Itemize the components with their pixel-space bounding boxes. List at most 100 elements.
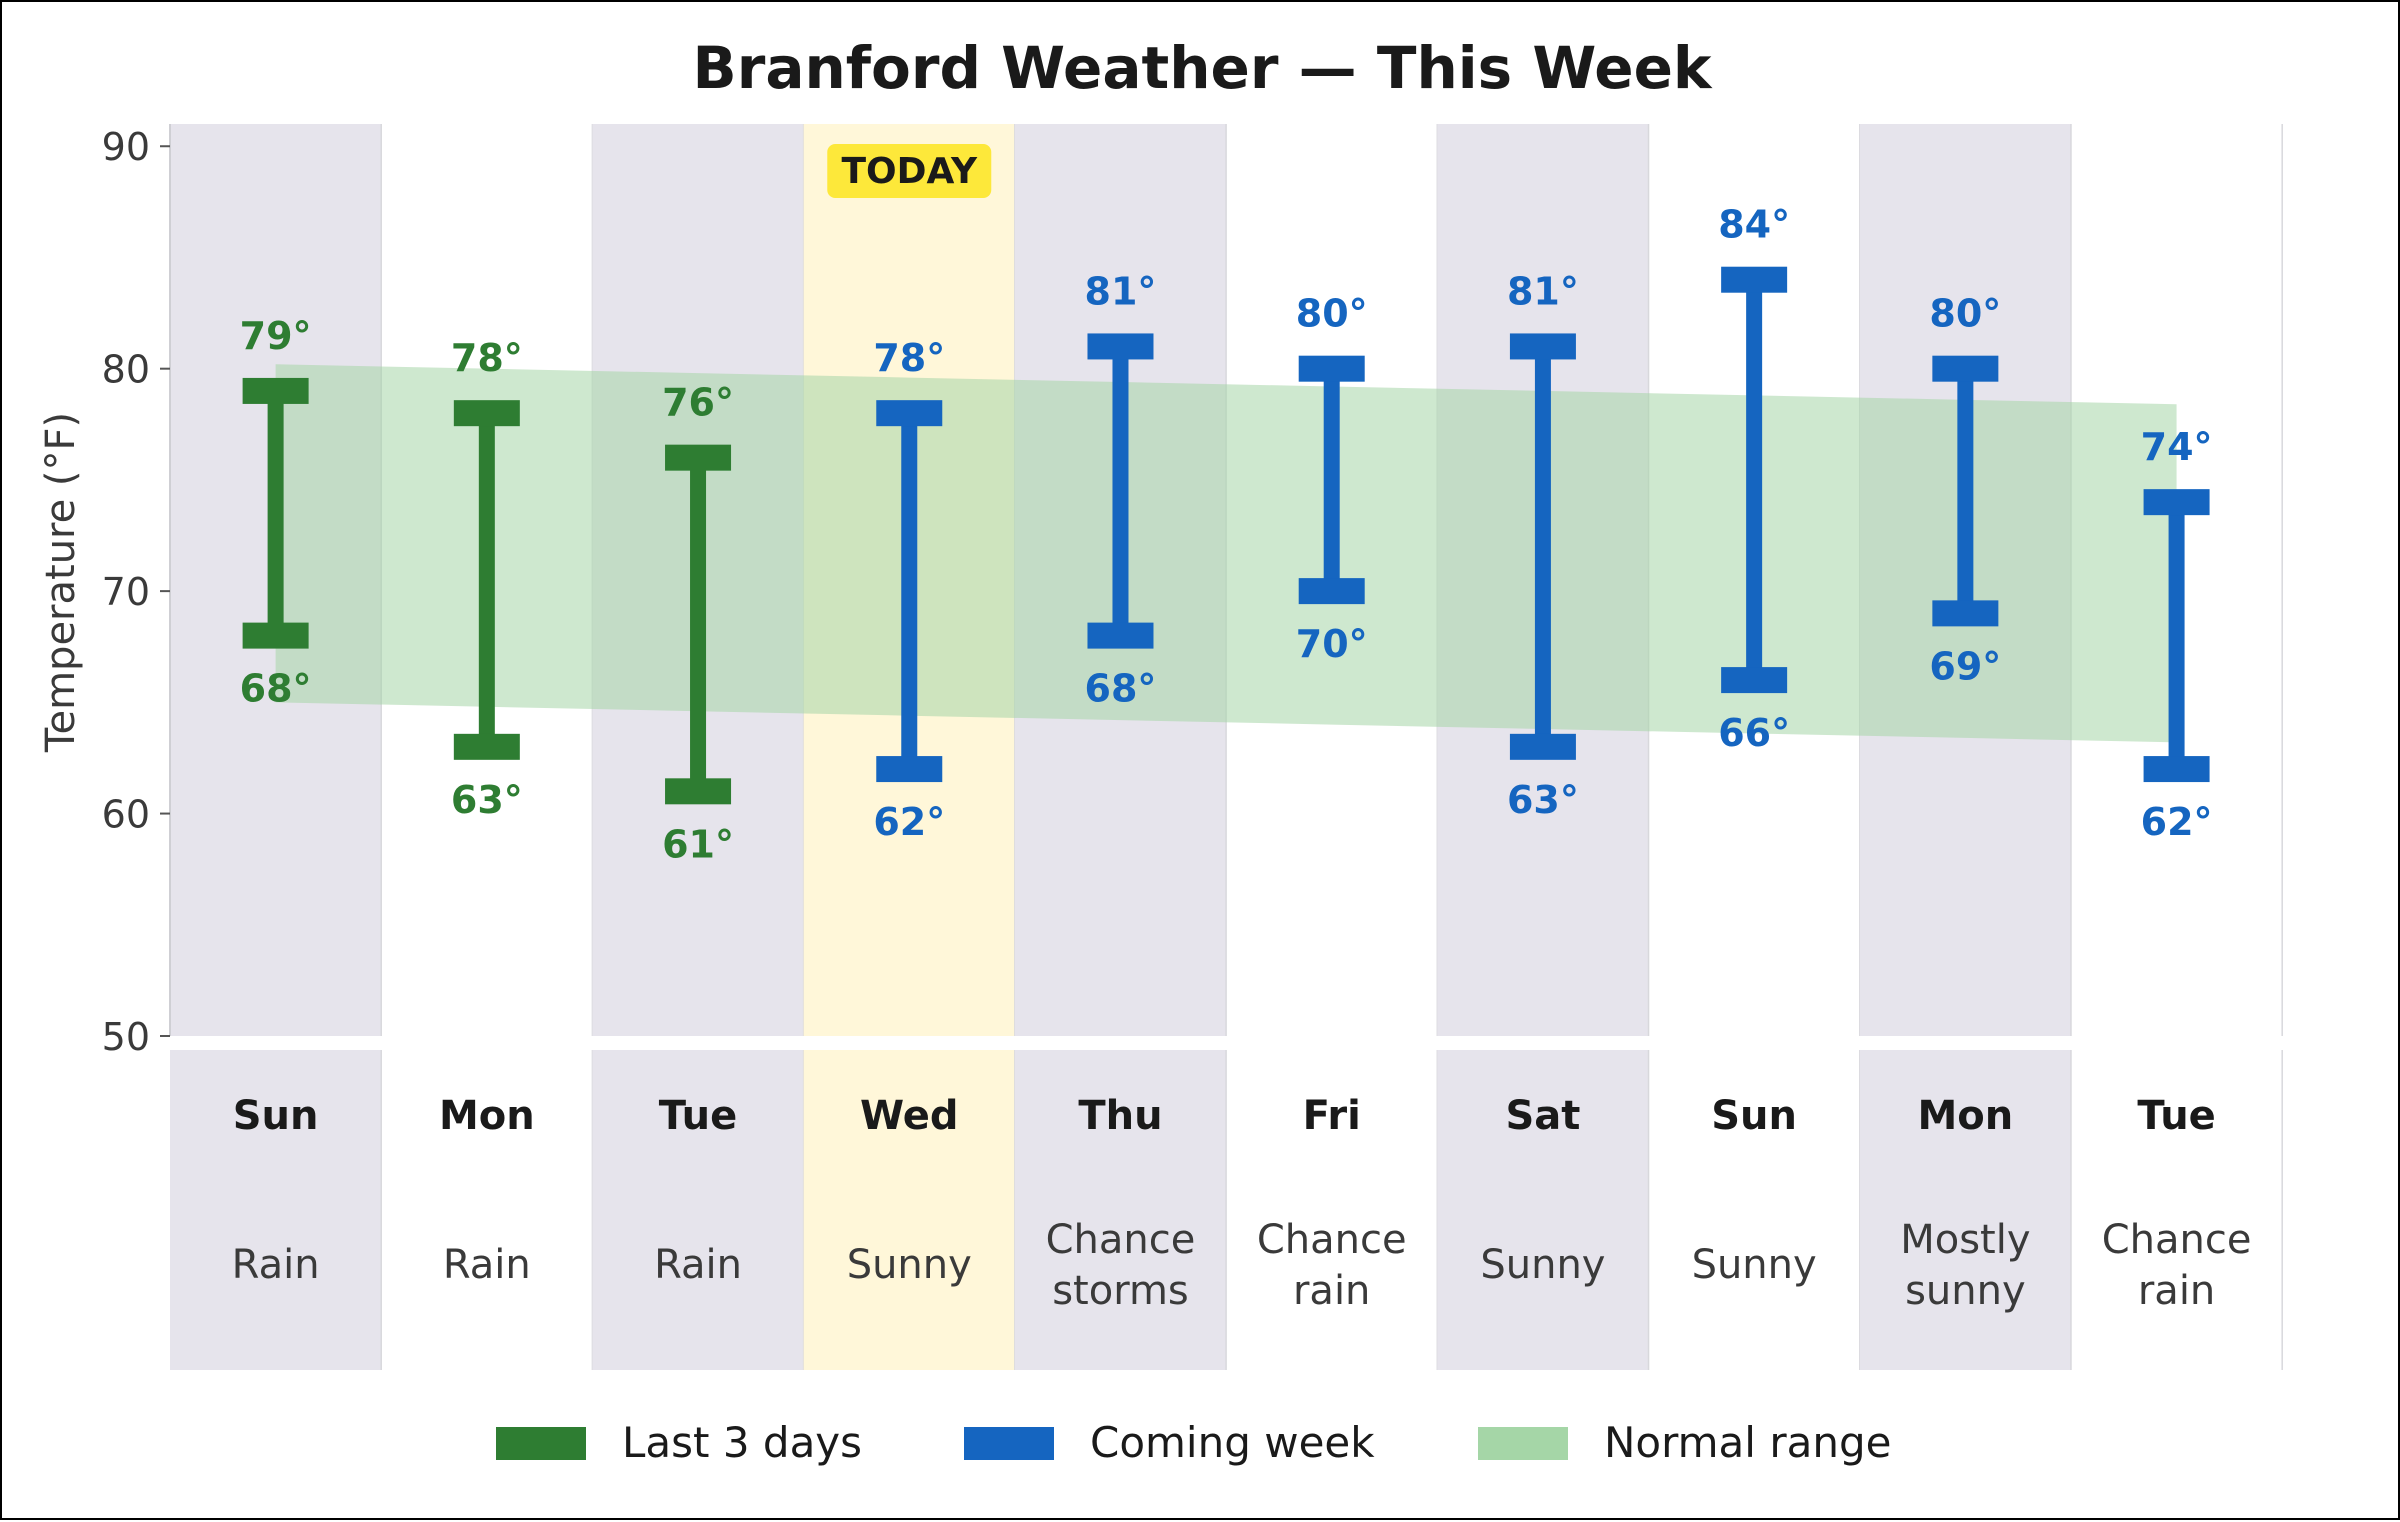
- high-temp-label: 80°: [1929, 292, 2001, 336]
- high-cap: [1298, 355, 1365, 382]
- low-cap: [665, 778, 732, 805]
- day-name: Mon: [1917, 1093, 2013, 1139]
- high-cap: [665, 444, 732, 471]
- low-cap: [2143, 756, 2210, 783]
- high-cap: [1721, 266, 1788, 293]
- high-temp-label: 81°: [1507, 269, 1579, 313]
- temperature-bars: [242, 266, 2210, 805]
- low-temp-label: 70°: [1296, 622, 1368, 666]
- condition-text: Sunny: [847, 1242, 972, 1288]
- low-cap: [876, 756, 943, 783]
- normal-range-area: [275, 364, 2177, 743]
- condition-text: sunny: [1905, 1268, 2026, 1314]
- y-tick-label: 60: [102, 793, 150, 837]
- temp-range-bar: [1323, 368, 1340, 592]
- low-temp-label: 66°: [1718, 711, 1790, 755]
- condition-text: Chance: [2102, 1217, 2252, 1263]
- day-name: Sun: [1711, 1093, 1797, 1139]
- high-temp-label: 81°: [1085, 269, 1157, 313]
- condition-text: rain: [1293, 1268, 1370, 1314]
- day-name: Sun: [233, 1093, 319, 1139]
- low-temp-label: 62°: [873, 800, 945, 844]
- day-name: Sat: [1505, 1093, 1580, 1139]
- y-axis-label: Temperature (°F): [38, 412, 84, 753]
- legend-label: Last 3 days: [622, 1418, 862, 1467]
- temp-range-bar: [1112, 346, 1129, 636]
- low-temp-label: 68°: [240, 667, 312, 711]
- condition-text: storms: [1052, 1268, 1189, 1314]
- high-cap: [2143, 489, 2210, 516]
- condition-text: rain: [2138, 1268, 2215, 1314]
- low-cap: [242, 622, 309, 649]
- low-temp-label: 69°: [1929, 644, 2001, 688]
- low-cap: [1509, 733, 1576, 760]
- legend-label: Coming week: [1090, 1418, 1375, 1467]
- high-temp-label: 78°: [873, 336, 945, 380]
- today-badge: [827, 144, 992, 198]
- temp-range-bar: [267, 390, 284, 636]
- low-temp-label: 68°: [1085, 667, 1157, 711]
- condition-text: Chance: [1257, 1217, 1407, 1263]
- temp-range-bar: [901, 413, 918, 770]
- low-temp-label: 63°: [1507, 778, 1579, 822]
- temp-range-bar: [1957, 368, 1974, 614]
- day-name: Thu: [1078, 1093, 1162, 1139]
- condition-text: Rain: [232, 1242, 320, 1288]
- low-cap: [453, 733, 520, 760]
- low-temp-label: 62°: [2141, 800, 2213, 844]
- y-tick-label: 50: [102, 1015, 150, 1059]
- high-temp-label: 76°: [662, 381, 734, 425]
- high-temp-label: 80°: [1296, 292, 1368, 336]
- temperature-labels: 79° 68° 78° 63° 76° 61° 78° 62° 81° 68° 80° 70° 81° 6…: [240, 144, 2213, 866]
- legend-swatch: [1478, 1427, 1568, 1460]
- high-temp-label: 78°: [451, 336, 523, 380]
- normal-range-band: [275, 364, 2177, 743]
- temp-range-bar: [690, 457, 707, 792]
- today-badge-label: TODAY: [841, 151, 977, 192]
- condition-text: Sunny: [1692, 1242, 1817, 1288]
- high-cap: [242, 377, 309, 404]
- legend: Last 3 days Coming week Normal range: [496, 1418, 1891, 1467]
- strip-shade: [1014, 1050, 1227, 1370]
- strip-shade: [170, 1050, 382, 1370]
- y-tick-label: 80: [102, 348, 150, 392]
- legend-label: Normal range: [1604, 1418, 1891, 1467]
- high-cap: [1932, 355, 1999, 382]
- low-cap: [1932, 600, 1999, 627]
- y-tick-label: 70: [102, 570, 150, 614]
- day-name: Tue: [659, 1093, 738, 1139]
- low-temp-label: 63°: [451, 778, 523, 822]
- low-cap: [1298, 578, 1365, 605]
- chart-title: Branford Weather — This Week: [693, 34, 1713, 102]
- strip-shade: [803, 1050, 1015, 1370]
- temp-range-bar: [1746, 279, 1763, 681]
- day-name: Tue: [2137, 1093, 2216, 1139]
- condition-text: Rain: [443, 1242, 531, 1288]
- high-temp-label: 79°: [240, 314, 312, 358]
- temp-range-bar: [478, 413, 495, 747]
- condition-text: Chance: [1046, 1217, 1196, 1263]
- high-cap: [453, 400, 520, 427]
- y-tick-label: 90: [102, 125, 150, 169]
- high-temp-label: 74°: [2141, 425, 2213, 469]
- low-cap: [1721, 667, 1788, 694]
- y-axis: 50 60 70 80 90: [102, 124, 171, 1059]
- condition-text: Mostly: [1900, 1217, 2030, 1263]
- legend-swatch: [496, 1427, 586, 1460]
- legend-swatch: [964, 1427, 1054, 1460]
- low-cap: [1087, 622, 1154, 649]
- day-name: Fri: [1303, 1093, 1361, 1139]
- day-strip: Sun Rain Mon Rain Tue Rain Wed Sunny Thu Chance st…: [232, 1093, 2252, 1314]
- high-temp-label: 84°: [1718, 203, 1790, 247]
- high-cap: [1509, 333, 1576, 360]
- high-cap: [876, 400, 943, 427]
- day-name: Mon: [439, 1093, 535, 1139]
- low-temp-label: 61°: [662, 822, 734, 866]
- temp-range-bar: [1534, 346, 1551, 747]
- strip-shade: [592, 1050, 804, 1370]
- strip-shade: [1437, 1050, 1649, 1370]
- strip-shade: [1859, 1050, 2071, 1370]
- condition-text: Sunny: [1480, 1242, 1605, 1288]
- condition-text: Rain: [654, 1242, 742, 1288]
